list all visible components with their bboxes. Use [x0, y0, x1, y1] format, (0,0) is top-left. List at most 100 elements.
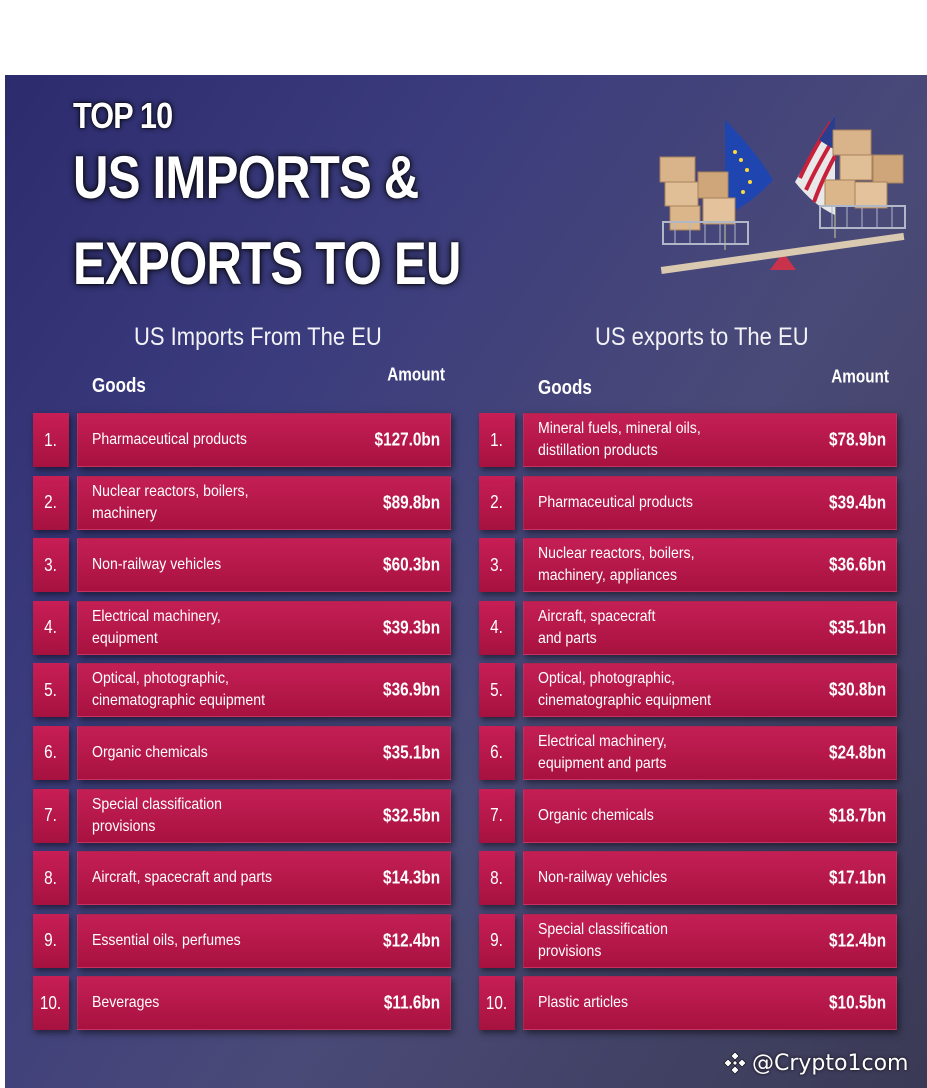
goods-name: Special classification provisions	[92, 795, 222, 835]
rank-badge: 9.	[479, 913, 515, 968]
seesaw-plank	[660, 232, 905, 274]
rank-number: 3.	[490, 554, 504, 575]
goods-name: Pharmaceutical products	[538, 493, 693, 511]
goods-name: Nuclear reactors, boilers, machinery, ap…	[538, 545, 695, 585]
eu-cargo-boxes-icon	[659, 156, 749, 245]
amount-value: $17.1bn	[829, 867, 886, 888]
goods-cell: Electrical machinery, equipment $39.3bn	[77, 600, 451, 655]
imports-section-title: US Imports From The EU	[134, 323, 382, 351]
goods-cell: Beverages $11.6bn	[77, 976, 451, 1031]
rank-badge: 2.	[33, 475, 69, 530]
amount-value: $11.6bn	[383, 992, 440, 1013]
exports-amount-header: Amount	[831, 366, 889, 387]
table-row: 6. Organic chemicals $35.1bn	[33, 725, 453, 780]
rank-number: 9.	[44, 930, 58, 951]
table-row: 6. Electrical machinery, equipment and pa…	[479, 725, 899, 780]
goods-name: Optical, photographic, cinematographic e…	[538, 670, 711, 710]
amount-value: $24.8bn	[829, 742, 886, 763]
rank-badge: 6.	[33, 725, 69, 780]
imports-amount-header: Amount	[387, 364, 445, 385]
rank-number: 2.	[44, 492, 58, 513]
rank-badge: 1.	[479, 413, 515, 467]
goods-cell: Optical, photographic, cinematographic e…	[77, 663, 451, 718]
goods-name: Non-railway vehicles	[538, 869, 668, 887]
table-row: 10. Beverages $11.6bn	[33, 976, 453, 1031]
rank-badge: 10.	[479, 976, 515, 1031]
goods-cell: Nuclear reactors, boilers, machinery, ap…	[523, 538, 897, 593]
rank-number: 10.	[40, 992, 62, 1013]
rank-number: 3.	[44, 554, 58, 575]
amount-value: $60.3bn	[383, 554, 440, 575]
rank-badge: 3.	[479, 538, 515, 593]
rank-badge: 7.	[479, 788, 515, 843]
eu-us-trade-scale-illustration	[659, 115, 906, 274]
table-row: 4. Electrical machinery, equipment $39.3bn	[33, 600, 453, 655]
rank-badge: 8.	[479, 851, 515, 906]
amount-value: $32.5bn	[383, 805, 440, 826]
amount-value: $18.7bn	[829, 805, 886, 826]
table-row: 8. Aircraft, spacecraft and parts $14.3bn	[33, 851, 453, 906]
goods-cell: Electrical machinery, equipment and part…	[523, 725, 897, 780]
goods-name: Essential oils, perfumes	[92, 931, 241, 949]
binance-diamond-icon	[723, 1051, 747, 1075]
goods-cell: Special classification provisions $32.5bn	[77, 788, 451, 843]
amount-value: $12.4bn	[829, 930, 886, 951]
rank-badge: 3.	[33, 538, 69, 593]
goods-cell: Essential oils, perfumes $12.4bn	[77, 913, 451, 968]
watermark-text: @Crypto1com	[752, 1050, 909, 1076]
seesaw-fulcrum	[770, 252, 796, 270]
amount-value: $14.3bn	[383, 867, 440, 888]
rank-number: 8.	[490, 867, 504, 888]
table-row: 7. Organic chemicals $18.7bn	[479, 788, 899, 843]
rank-number: 5.	[44, 679, 58, 700]
goods-name: Pharmaceutical products	[92, 431, 247, 448]
infographic-poster: TOP 10 US IMPORTS & EXPORTS TO EU	[5, 75, 927, 1088]
rank-number: 6.	[490, 742, 504, 763]
rank-badge: 4.	[479, 600, 515, 655]
watermark: @Crypto1com	[722, 1046, 908, 1080]
page-title: US IMPORTS & EXPORTS TO EU	[73, 144, 461, 297]
rank-badge: 9.	[33, 913, 69, 968]
goods-cell: Special classification provisions $12.4bn	[523, 913, 897, 968]
rank-badge: 6.	[479, 725, 515, 780]
goods-name: Organic chemicals	[92, 743, 208, 761]
rank-number: 7.	[490, 805, 504, 826]
goods-name: Mineral fuels, mineral oils, distillatio…	[538, 420, 701, 459]
rank-badge: 5.	[33, 663, 69, 718]
amount-value: $127.0bn	[374, 429, 440, 450]
table-row: 7. Special classification provisions $32.5…	[33, 788, 453, 843]
goods-cell: Organic chemicals $35.1bn	[77, 725, 451, 780]
amount-value: $39.4bn	[829, 492, 886, 513]
table-row: 2. Pharmaceutical products $39.4bn	[479, 475, 899, 530]
goods-cell: Optical, photographic, cinematographic e…	[523, 663, 897, 718]
amount-value: $78.9bn	[829, 429, 886, 450]
goods-name: Electrical machinery, equipment and part…	[538, 732, 667, 772]
us-flag-icon	[795, 115, 837, 238]
amount-value: $30.8bn	[829, 679, 886, 700]
amount-value: $35.1bn	[829, 617, 886, 638]
rank-badge: 4.	[33, 600, 69, 655]
rank-number: 5.	[490, 679, 504, 700]
amount-value: $36.9bn	[383, 679, 440, 700]
goods-cell: Aircraft, spacecraft and parts $14.3bn	[77, 851, 451, 906]
exports-section-title: US exports to The EU	[595, 323, 809, 351]
table-row: 4. Aircraft, spacecraft and parts $35.1bn	[479, 600, 899, 655]
table-row: 3. Non-railway vehicles $60.3bn	[33, 538, 453, 593]
goods-name: Nuclear reactors, boilers, machinery	[92, 482, 249, 522]
goods-cell: Aircraft, spacecraft and parts $35.1bn	[523, 600, 897, 655]
us-cargo-boxes-icon	[819, 129, 906, 229]
rank-number: 1.	[490, 429, 504, 450]
table-row: 1. Pharmaceutical products $127.0bn	[33, 413, 453, 467]
table-row: 5. Optical, photographic, cinematographic…	[33, 663, 453, 718]
table-row: 8. Non-railway vehicles $17.1bn	[479, 851, 899, 906]
goods-cell: Non-railway vehicles $17.1bn	[523, 851, 897, 906]
rank-badge: 2.	[479, 475, 515, 530]
goods-name: Aircraft, spacecraft and parts	[92, 869, 272, 887]
table-row: 2. Nuclear reactors, boilers, machinery $8…	[33, 475, 453, 530]
imports-goods-header: Goods	[92, 375, 146, 397]
amount-value: $10.5bn	[829, 992, 886, 1013]
goods-cell: Nuclear reactors, boilers, machinery $89.…	[77, 475, 451, 530]
amount-value: $36.6bn	[829, 554, 886, 575]
table-row: 10. Plastic articles $10.5bn	[479, 976, 899, 1031]
table-row: 1. Mineral fuels, mineral oils, distillat…	[479, 413, 899, 467]
